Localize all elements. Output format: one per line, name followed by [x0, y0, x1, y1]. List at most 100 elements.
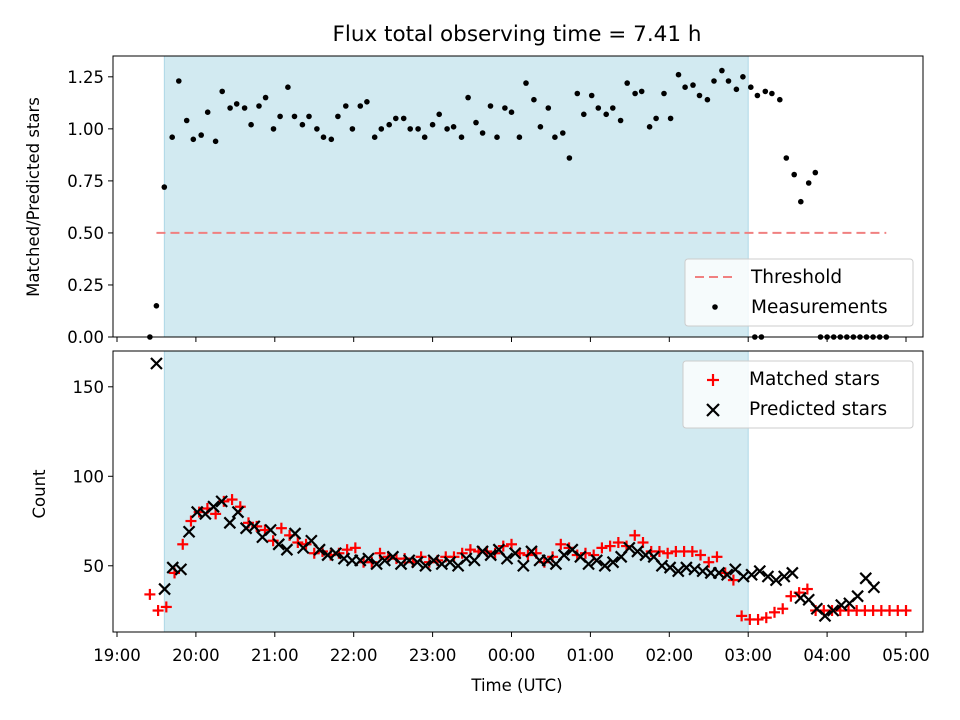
legend-predicted-label: Predicted stars — [749, 399, 887, 420]
measurement-point — [386, 121, 393, 128]
measurement-point — [227, 105, 233, 111]
x-tick-label: 03:00 — [724, 646, 772, 665]
matched-star-marker — [900, 605, 912, 617]
matched-star-marker — [160, 601, 172, 613]
matched-star-marker — [760, 612, 772, 624]
matched-star-marker — [769, 606, 780, 618]
predicted-star-marker — [419, 559, 432, 573]
measurement-point — [306, 113, 312, 120]
predicted-star-marker — [378, 554, 392, 567]
measurement-point — [675, 71, 682, 78]
predicted-star-marker — [557, 548, 571, 562]
top-y-axis-label: Matched/Predicted stars — [24, 97, 43, 297]
measurement-point — [450, 124, 457, 130]
predicted-star-marker — [280, 543, 294, 556]
predicted-star-marker — [370, 557, 383, 571]
predicted-star-marker — [158, 582, 171, 596]
matched-star-marker — [267, 535, 279, 547]
predicted-star-marker — [215, 495, 228, 508]
matched-star-marker — [727, 574, 739, 586]
matched-star-marker — [177, 538, 189, 550]
predicted-star-marker — [264, 523, 277, 537]
measurement-point — [421, 134, 428, 140]
measurement-point — [256, 103, 262, 109]
matched-star-marker — [341, 544, 353, 556]
measurement-point — [588, 92, 595, 99]
x-tick-label: 23:00 — [409, 646, 457, 665]
predicted-star-marker — [500, 552, 514, 565]
predicted-star-marker — [207, 500, 220, 513]
measurement-point — [560, 130, 566, 136]
matched-star-marker — [785, 590, 797, 602]
measurement-point — [314, 126, 320, 132]
legend-matched-swatch — [707, 374, 719, 386]
measurement-point — [190, 136, 197, 143]
measurement-point — [364, 99, 370, 105]
measurement-point — [531, 96, 537, 103]
legend-measurements-swatch — [712, 304, 718, 310]
predicted-star-marker — [598, 559, 612, 573]
matched-star-marker — [185, 515, 197, 527]
measurement-point — [508, 109, 515, 115]
measurement-point — [783, 155, 790, 161]
x-tick-label: 00:00 — [488, 646, 536, 665]
measurement-point — [233, 101, 240, 107]
measurement-point — [270, 126, 277, 132]
measurement-point — [719, 67, 725, 74]
y-tick-label: 0.75 — [67, 172, 104, 191]
x-tick-label: 21:00 — [251, 646, 299, 665]
measurement-point — [458, 134, 465, 140]
predicted-star-marker — [761, 570, 775, 583]
predicted-star-marker — [182, 525, 196, 539]
predicted-star-marker — [786, 566, 799, 580]
predicted-star-marker — [223, 516, 237, 530]
measurement-point — [407, 126, 414, 132]
measurement-point — [371, 134, 378, 140]
matched-star-marker — [629, 529, 641, 541]
bottom-axes-frame — [112, 350, 924, 633]
top-legend: Threshold Measurements — [684, 258, 914, 327]
measurement-point — [711, 78, 717, 84]
measurement-point — [248, 121, 254, 128]
predicted-star-marker — [288, 527, 302, 540]
predicted-star-marker — [818, 609, 832, 623]
measurement-point — [343, 103, 349, 109]
matched-star-marker — [736, 610, 748, 622]
measurement-point — [219, 88, 225, 95]
matched-star-marker — [612, 537, 624, 549]
measurement-point — [169, 134, 175, 140]
measurement-point — [581, 111, 587, 118]
measurement-point — [502, 105, 508, 111]
measurement-point — [603, 111, 609, 118]
measurement-point — [357, 103, 364, 109]
measurement-point — [805, 180, 812, 186]
chart-title: Flux total observing time = 7.41 h — [333, 22, 702, 47]
measurement-point — [661, 90, 667, 97]
measurement-point — [638, 88, 645, 95]
measurement-point — [653, 115, 659, 122]
bottom-x-ticks: 19:00 20:00 21:00 22:00 23:00 00:00 01:00 02:00… — [93, 632, 930, 665]
measurement-point — [777, 96, 783, 103]
measurement-point — [429, 121, 436, 128]
predicted-star-marker — [508, 546, 522, 560]
measurement-point — [299, 121, 306, 128]
matched-star-marker — [777, 603, 789, 615]
matched-star-marker — [695, 549, 707, 561]
predicted-star-marker — [720, 568, 734, 582]
matched-star-marker — [653, 545, 665, 557]
measurement-point — [667, 115, 674, 122]
matched-star-marker — [752, 613, 764, 625]
matched-star-marker — [703, 556, 715, 568]
measurement-point — [212, 138, 219, 145]
matched-star-marker — [801, 583, 813, 595]
measurement-point — [812, 169, 819, 176]
top-legend-box — [684, 258, 914, 327]
predicted-star-marker — [582, 557, 595, 571]
predicted-star-marker — [394, 557, 408, 571]
measurement-point — [552, 134, 558, 140]
matched-star-marker — [349, 542, 361, 554]
measurement-point — [537, 124, 544, 130]
measurement-point — [566, 155, 573, 161]
predicted-star-marker — [671, 564, 685, 578]
